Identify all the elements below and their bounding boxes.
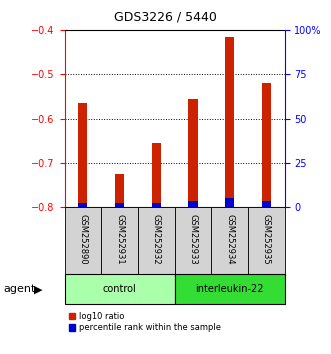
Legend: log10 ratio, percentile rank within the sample: log10 ratio, percentile rank within the … — [69, 312, 221, 332]
Bar — [248, 207, 285, 274]
Text: interleukin-22: interleukin-22 — [195, 284, 264, 295]
Bar — [78, 202, 87, 207]
Bar — [188, 99, 198, 207]
Text: ▶: ▶ — [34, 284, 42, 295]
Text: GSM252931: GSM252931 — [115, 214, 124, 265]
Text: agent: agent — [3, 284, 36, 295]
Bar — [101, 207, 138, 274]
Bar — [138, 207, 175, 274]
Bar — [152, 143, 161, 207]
Text: GSM252890: GSM252890 — [78, 214, 87, 265]
Text: GDS3226 / 5440: GDS3226 / 5440 — [114, 11, 217, 24]
Bar — [175, 274, 285, 304]
Bar — [115, 174, 124, 207]
Bar — [225, 37, 234, 207]
Bar — [152, 202, 161, 207]
Bar — [262, 83, 271, 207]
Bar — [115, 202, 124, 207]
Bar — [211, 207, 248, 274]
Bar — [225, 198, 234, 207]
Text: GSM252934: GSM252934 — [225, 214, 234, 265]
Bar — [262, 201, 271, 207]
Bar — [65, 207, 101, 274]
Bar — [65, 274, 175, 304]
Bar — [175, 207, 211, 274]
Text: GSM252933: GSM252933 — [188, 214, 198, 265]
Bar — [188, 201, 198, 207]
Bar — [78, 103, 87, 207]
Text: GSM252935: GSM252935 — [262, 214, 271, 265]
Text: GSM252932: GSM252932 — [152, 214, 161, 265]
Text: control: control — [103, 284, 136, 295]
